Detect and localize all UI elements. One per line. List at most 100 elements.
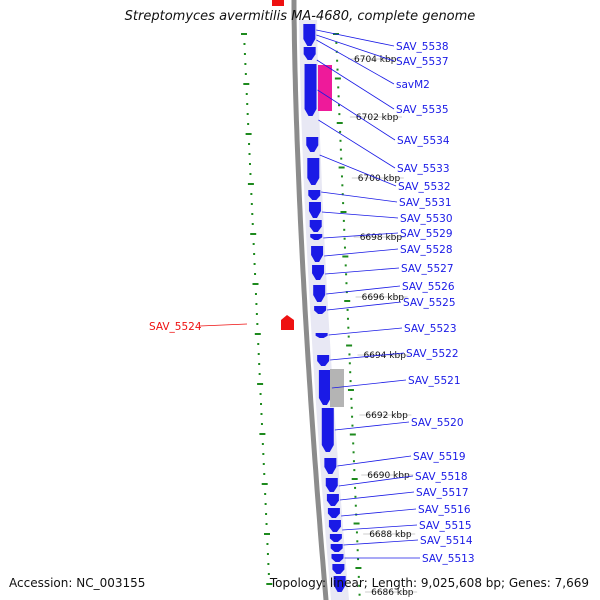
gene-arrow [310, 234, 323, 240]
gene-arrow [308, 202, 321, 218]
gene-label: SAV_5535 [396, 104, 449, 116]
label-leader [316, 29, 395, 47]
gene-arrow [331, 554, 344, 562]
gene-label: SAV_5522 [406, 348, 459, 360]
gene-arrow [315, 333, 328, 338]
label-leader [327, 301, 402, 311]
gene-arrow [281, 315, 294, 330]
gene-label: SAV_5529 [400, 228, 453, 240]
gene-label: SAV_5538 [396, 41, 449, 53]
label-leader [343, 539, 419, 546]
gene-arrow [318, 370, 331, 405]
gene-label: SAV_5516 [418, 504, 471, 516]
label-leader [318, 119, 396, 169]
gene-arrow [304, 64, 317, 116]
label-leader [324, 248, 399, 257]
scale-label: 6694 kbp [364, 351, 407, 361]
gene-arrow [312, 265, 325, 280]
label-leader [316, 59, 395, 110]
label-leader [330, 352, 405, 361]
gene-label: SAV_5521 [408, 375, 461, 387]
gene-rna [318, 65, 332, 111]
gene-arrow [313, 285, 326, 302]
gene-arrow [328, 520, 341, 532]
label-leader [337, 455, 412, 467]
scale-label: 6692 kbp [365, 411, 408, 421]
gene-labels: SAV_5538 SAV_5537 savM2 SAV_5535 SAV_5534 SAV… [149, 41, 475, 565]
scale-label: 6704 kbp [354, 55, 397, 65]
scale-label: 6698 kbp [360, 233, 403, 243]
gene-arrow [325, 478, 338, 492]
label-leader [317, 89, 396, 141]
label-leader [199, 323, 248, 327]
label-leader [319, 154, 397, 187]
gene-arrow [317, 355, 330, 366]
pseudogene [330, 369, 344, 407]
gene-arrow [314, 306, 327, 314]
gene-arrow [306, 137, 319, 152]
gene-arrow [326, 494, 339, 506]
label-leader [323, 232, 399, 239]
gene-arrow [332, 564, 345, 574]
gene-label: SAV_5525 [403, 297, 456, 309]
gene-label: SAV_5514 [420, 535, 473, 547]
label-leader [322, 211, 399, 219]
backbone-line [291, 0, 329, 600]
gene-label: SAV_5537 [396, 56, 449, 68]
gene-label: SAV_5533 [397, 163, 450, 175]
gene-arrow [308, 190, 321, 200]
gene-arrow [272, 0, 284, 6]
genome-summary: Topology: linear; Length: 9,025,608 bp; … [269, 576, 589, 590]
label-leader [316, 39, 395, 85]
gene-arrow [311, 246, 324, 262]
gene-label: SAV_5524 [149, 321, 202, 333]
gene-arrow [321, 408, 334, 452]
gene-arrow [324, 458, 337, 474]
gene-arrow [303, 24, 316, 46]
gene-label: SAV_5527 [401, 263, 454, 275]
label-leader [338, 475, 414, 487]
gene-label: SAV_5526 [402, 281, 455, 293]
label-leader [325, 267, 400, 275]
gene-arrow [330, 544, 343, 552]
label-leader [342, 524, 418, 531]
label-leader [339, 491, 415, 501]
label-leader [316, 34, 395, 62]
gene-label: SAV_5534 [397, 135, 450, 147]
gene-arrow [327, 508, 340, 518]
gene-label: SAV_5519 [413, 451, 466, 463]
label-leaders [199, 29, 420, 559]
gene-label: savM2 [396, 79, 430, 91]
gene-label: SAV_5518 [415, 471, 468, 483]
label-leader [341, 508, 417, 517]
gene-label: SAV_5513 [422, 553, 475, 565]
gene-label: SAV_5532 [398, 181, 451, 193]
gene-label: SAV_5530 [400, 213, 453, 225]
scale-label: 6702 kbp [356, 113, 399, 123]
gene-features [272, 0, 346, 592]
scale-label: 6688 kbp [369, 530, 412, 540]
label-leader [328, 327, 403, 336]
gene-label: SAV_5528 [400, 244, 453, 256]
label-leader [321, 191, 398, 203]
gene-arrow [303, 47, 316, 60]
gene-label: SAV_5520 [411, 417, 464, 429]
gene-label: SAV_5517 [416, 487, 469, 499]
label-leader [331, 379, 407, 389]
map-title: Streptomyces avermitilis MA-4680, comple… [124, 9, 476, 24]
gene-label: SAV_5531 [399, 197, 452, 209]
scale-label: 6690 kbp [367, 471, 410, 481]
gene-arrow [307, 158, 320, 185]
label-leader [326, 285, 401, 295]
gene-arrow [309, 220, 322, 232]
gene-arrow [333, 576, 346, 592]
accession-text: Accession: NC_003155 [9, 576, 146, 590]
gene-label: SAV_5515 [419, 520, 472, 532]
label-leader [334, 421, 410, 431]
scale-label: 6696 kbp [362, 293, 405, 303]
scale-label: 6686 kbp [371, 588, 414, 598]
gene-label: SAV_5523 [404, 323, 457, 335]
gene-arrow [329, 534, 342, 542]
